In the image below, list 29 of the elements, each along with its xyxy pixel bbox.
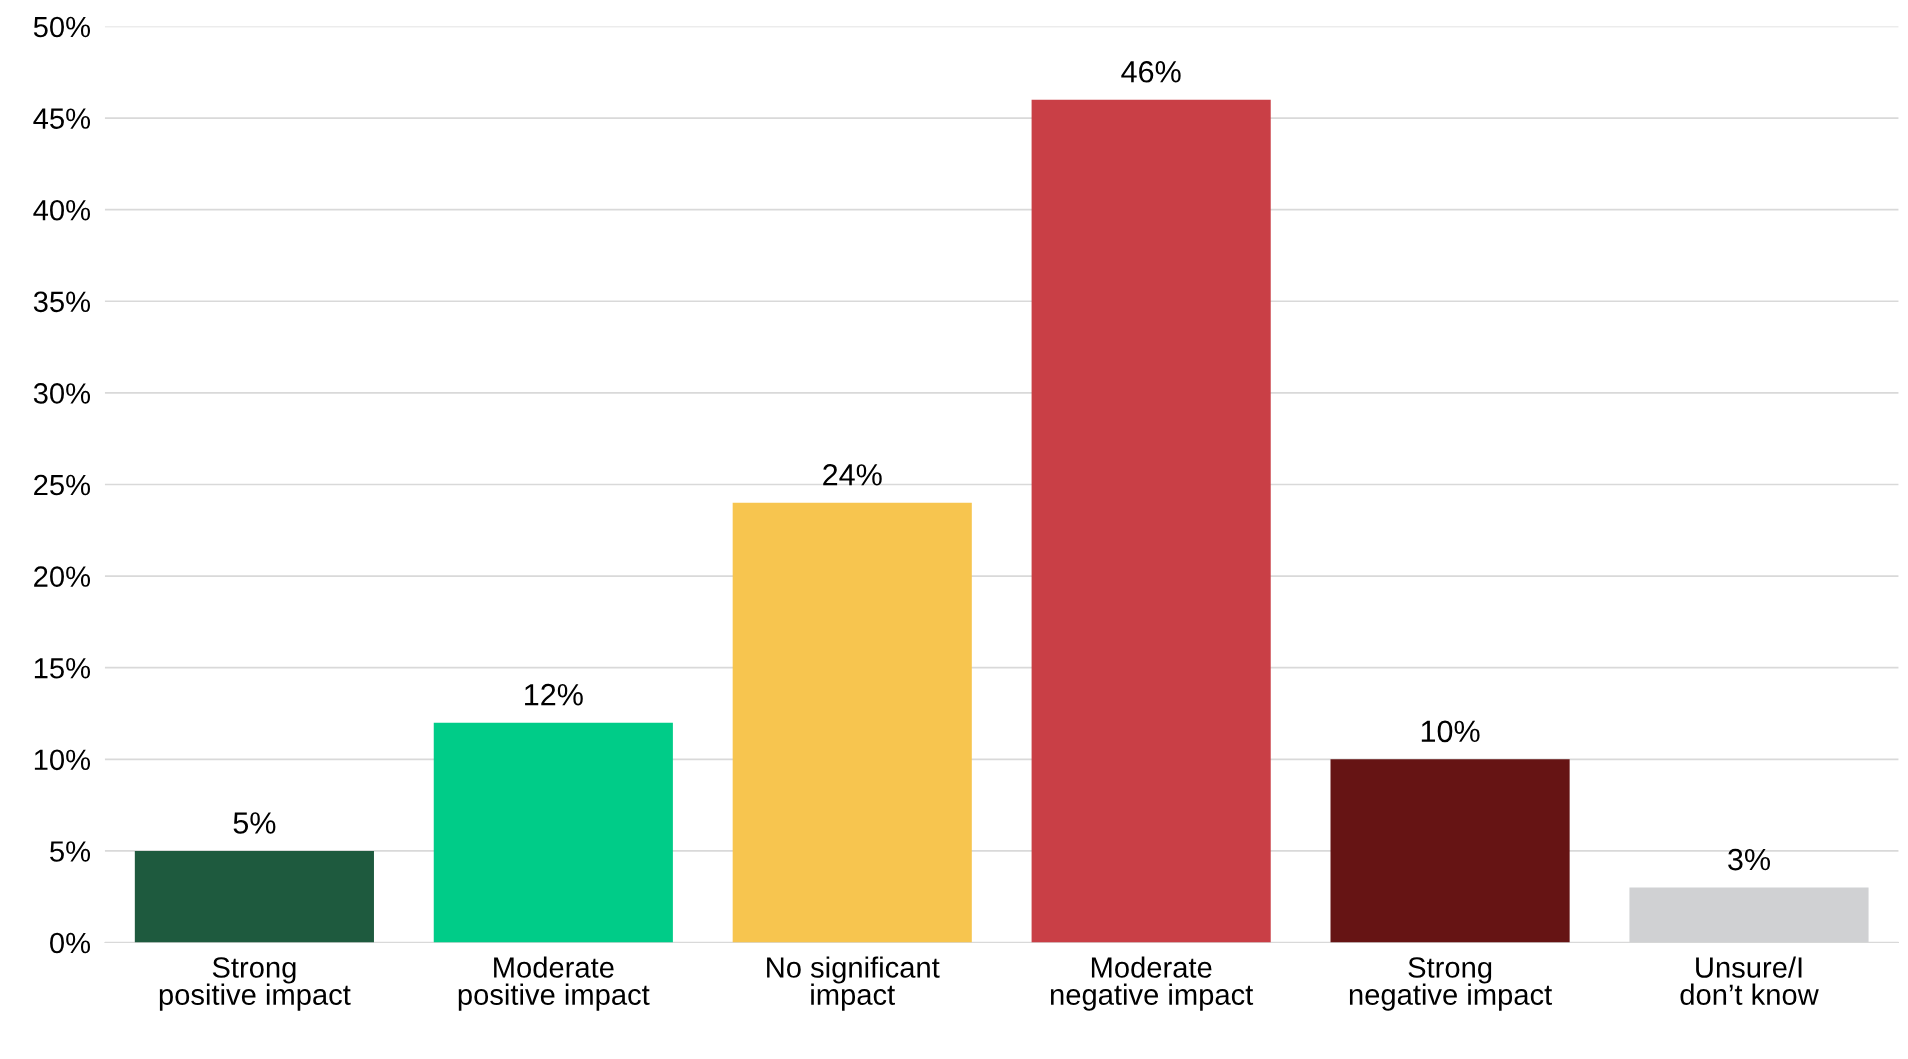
bar xyxy=(1629,887,1869,943)
bar xyxy=(134,850,374,943)
data-label: 12% xyxy=(525,683,583,706)
y-tick-label: 10% xyxy=(34,749,91,771)
data-label: 46% xyxy=(1121,60,1181,83)
y-tick-label: 25% xyxy=(34,474,91,496)
y-tick-label: 50% xyxy=(33,16,91,38)
y-tick-label: 0% xyxy=(50,932,91,954)
x-tick-label: Strong negative impact xyxy=(1349,957,1553,1011)
data-label: 3% xyxy=(1728,848,1770,871)
x-tick-label: Unsure/I don’t know xyxy=(1680,956,1819,1006)
x-tick-label: Moderate positive impact xyxy=(458,956,650,1011)
bar xyxy=(732,502,972,943)
x-tick-label: No significant impact xyxy=(767,956,940,1011)
x-tick-label: Moderate negative impact xyxy=(1050,956,1254,1011)
y-tick-label: 15% xyxy=(34,658,91,679)
bar xyxy=(1031,99,1271,943)
data-label: 5% xyxy=(233,812,276,834)
y-tick-label: 5% xyxy=(50,841,91,862)
y-tick-label: 35% xyxy=(33,291,91,313)
y-tick-label: 40% xyxy=(33,199,91,221)
y-tick-label: 45% xyxy=(33,108,91,129)
y-tick-label: 30% xyxy=(33,383,91,404)
data-label: 24% xyxy=(823,464,882,486)
y-tick-label: 20% xyxy=(34,566,91,587)
bar xyxy=(433,722,673,943)
bar xyxy=(1330,759,1570,943)
data-label: 10% xyxy=(1421,720,1480,743)
x-tick-label: Strong positive impact xyxy=(159,957,351,1011)
